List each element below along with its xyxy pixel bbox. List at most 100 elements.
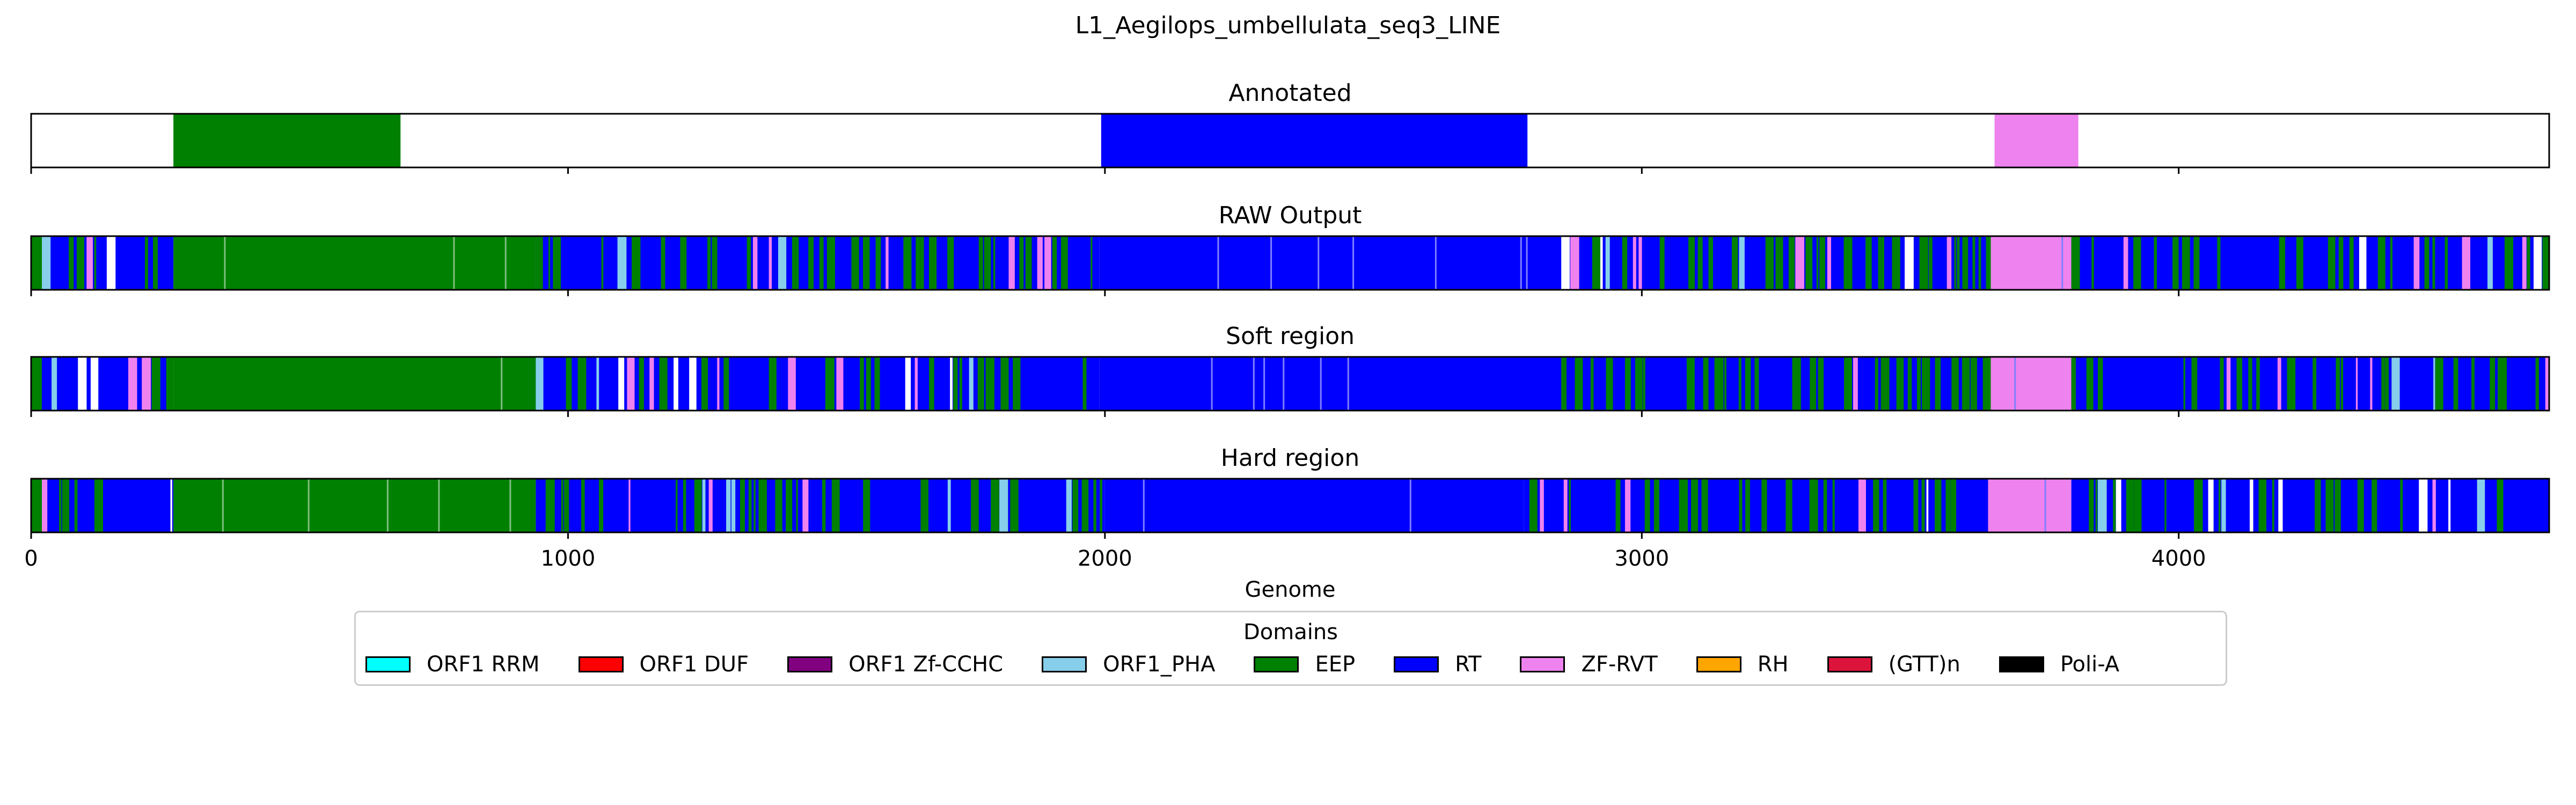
segment-stripe [1875, 357, 1878, 411]
x-axis-label: Genome [1245, 577, 1335, 602]
segment-stripe [1624, 479, 1631, 532]
segment-stripe [2095, 479, 2098, 532]
segment-stripe [985, 357, 994, 411]
segment-eep [173, 114, 401, 167]
segment-stripe [1853, 357, 1858, 411]
segment-stripe [628, 479, 631, 532]
segment-stripe [978, 236, 983, 290]
segment-stripe [1878, 236, 1882, 290]
segment-stripe [993, 236, 996, 290]
segment-mixed [2071, 236, 2549, 290]
legend-label: ORF1 RRM [427, 652, 540, 677]
segment-line [1347, 357, 1349, 411]
segment-stripe [1659, 236, 1665, 290]
segment-stripe [2349, 236, 2354, 290]
segment-stripe [788, 357, 796, 411]
segment-stripe [875, 236, 881, 290]
segment-stripe [2164, 479, 2167, 532]
segment-line [1320, 357, 1322, 411]
segment-stripe [2134, 479, 2142, 532]
segment-stripe [851, 236, 859, 290]
segment-line [308, 479, 310, 532]
legend-label: ZF-RVT [1581, 652, 1658, 677]
segment-stripe [1881, 236, 1885, 290]
segment-stripe [1978, 236, 1981, 290]
segment-stripe [1701, 479, 1708, 532]
segment-stripe [649, 357, 654, 411]
segment-stripe [1858, 479, 1866, 532]
segment-stripe [74, 479, 78, 532]
segment-stripe [2535, 357, 2539, 411]
segment-stripe [2116, 479, 2121, 532]
legend-label: (GTT)n [1888, 652, 1960, 677]
x-tick-label: 1000 [541, 546, 596, 571]
segment-stripe [903, 236, 912, 290]
segment-stripe [2424, 236, 2429, 290]
segment-stripe [752, 236, 758, 290]
segment-stripe [2435, 357, 2443, 411]
segment-stripe [676, 479, 678, 532]
track-title: Soft region [1226, 323, 1355, 350]
segment-zf-rvt [1990, 357, 2072, 411]
segment-stripe [2487, 236, 2493, 290]
legend-item: ORF1_PHA [1042, 652, 1215, 677]
x-axis: 0 1000 2000 3000 4000 [24, 546, 2206, 571]
segment-stripe [1972, 236, 1975, 290]
segment-stripe [1008, 236, 1015, 290]
segment-stripe [2453, 357, 2458, 411]
segment-stripe [1785, 479, 1792, 532]
segment-stripe [1962, 357, 1970, 411]
segment-stripe [1724, 357, 1726, 411]
segment-stripe [561, 479, 564, 532]
segment-stripe [2091, 236, 2094, 290]
legend-item: Poli-A [1999, 652, 2119, 677]
segment-stripe [1921, 357, 1930, 411]
segment-stripe [1025, 236, 1032, 290]
segment-stripe [94, 479, 103, 532]
segment-stripe [914, 357, 918, 411]
legend-item: ORF1 DUF [578, 652, 749, 677]
segment-stripe [2296, 236, 2303, 290]
segment-stripe [1570, 236, 1579, 290]
segment-stripe [1739, 479, 1743, 532]
chart-title: L1_Aegilops_umbellulata_seq3_LINE [1075, 12, 1501, 39]
segment-stripe [1982, 357, 1991, 411]
segment-stripe [1761, 479, 1767, 532]
segment-stripe [1615, 479, 1621, 532]
segment-stripe [2372, 479, 2377, 532]
segment-stripe [1945, 479, 1951, 532]
segment-stripe [2432, 236, 2435, 290]
segment-stripe [1905, 236, 1914, 290]
segment-stripe [916, 236, 924, 290]
segment-stripe [723, 357, 729, 411]
segment-eep [173, 357, 536, 411]
segment-stripe [2357, 479, 2364, 532]
segment-stripe [1765, 236, 1774, 290]
segment-stripe [1633, 236, 1636, 290]
legend-item: ZF-RVT [1520, 652, 1658, 677]
segment-stripe [2384, 357, 2389, 411]
segment-stripe [566, 357, 572, 411]
segment-stripe [128, 357, 137, 411]
segment-stripe [1653, 479, 1659, 532]
segment-stripe [792, 236, 799, 290]
segment-stripe [1644, 479, 1650, 532]
segment-eep [173, 479, 536, 532]
segment-stripe [2193, 236, 2200, 290]
legend-item: EEP [1254, 652, 1355, 677]
segment-stripe [2256, 357, 2260, 411]
segment-stripe [1935, 479, 1942, 532]
segment-stripe [1561, 357, 1567, 411]
segment-line [2061, 236, 2063, 290]
segment-stripe [1635, 357, 1643, 411]
segment-stripe [694, 479, 702, 532]
segment-stripe [627, 357, 635, 411]
segment-stripe [1745, 357, 1751, 411]
segment-eep [31, 479, 42, 532]
segment-stripe [1686, 357, 1695, 411]
segment-line [509, 479, 511, 532]
segment-stripe [2413, 236, 2420, 290]
segment-stripe [1000, 357, 1009, 411]
segment-stripe [1052, 236, 1057, 290]
segment-stripe [1643, 357, 1645, 411]
